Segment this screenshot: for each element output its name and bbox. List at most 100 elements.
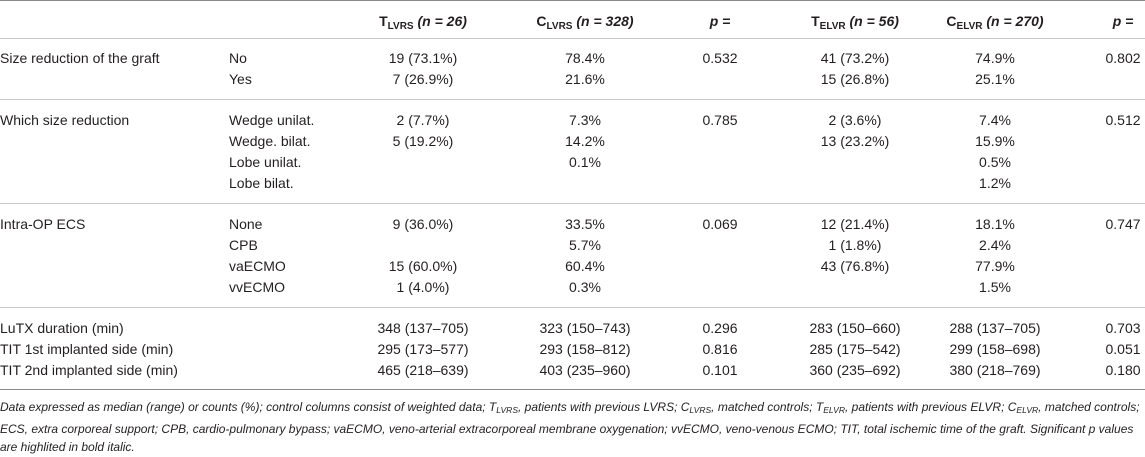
table-bottom-rule [0,389,1145,390]
cell-c-lvrs: 0.1% [569,154,601,170]
row-label: Which size reduction [0,112,130,128]
cell-c-lvrs: 403 (235–960) [539,362,631,378]
footnote-subscript: ELVR [823,405,845,415]
header-rule [0,38,1145,39]
group-rule-which-reduction [0,203,1145,204]
cell-c-elvr: 74.9% [975,50,1015,66]
footnote-subscript: ELVR [1016,405,1039,415]
cell-t-lvrs: 7 (26.9%) [392,71,454,87]
cell-c-elvr: 15.9% [975,133,1015,149]
cell-t-lvrs: 348 (137–705) [377,320,469,336]
row-sublabel: Wedge unilat. [229,112,315,128]
cell-c-elvr: 7.4% [979,112,1011,128]
row-label: TIT 2nd implanted side (min) [0,362,178,378]
cell-c-elvr: 1.5% [979,279,1011,295]
footnote-subscript: LVRS [496,405,518,415]
cell-c-lvrs: 7.3% [569,112,601,128]
table-top-rule [0,0,1145,1]
header-t-lvrs: TLVRS (n = 26) [379,13,467,32]
cell-t-elvr: 283 (150–660) [809,320,901,336]
cell-t-lvrs: 465 (218–639) [377,362,469,378]
cell-t-elvr: 285 (175–542) [809,341,901,357]
row-sublabel: Lobe unilat. [229,154,302,170]
cell-p-lvrs: 0.296 [702,320,738,336]
cell-c-lvrs: 33.5% [565,216,605,232]
cell-t-elvr: 15 (26.8%) [820,71,890,87]
cell-t-elvr: 1 (1.8%) [828,237,882,253]
footnote-text: , matched controls; [711,400,816,414]
footnote-text: , patients with previous ELVR; [844,400,1008,414]
cell-p-elvr: 0.512 [1105,112,1141,128]
row-sublabel: Yes [229,71,252,87]
cell-c-lvrs: 323 (150–743) [539,320,631,336]
cell-c-elvr: 0.5% [979,154,1011,170]
cell-p-lvrs: 0.816 [702,341,738,357]
header-c-lvrs: CLVRS (n = 328) [536,13,634,32]
cell-t-lvrs: 19 (73.1%) [388,50,458,66]
cell-c-lvrs: 0.3% [569,279,601,295]
row-label: LuTX duration (min) [0,320,124,336]
cell-t-lvrs: 15 (60.0%) [388,258,458,274]
cell-t-lvrs: 2 (7.7%) [396,112,450,128]
cell-p-elvr: 0.747 [1105,216,1141,232]
row-sublabel: vvECMO [229,279,285,295]
cell-c-elvr: 18.1% [975,216,1015,232]
footnote-text: C [1007,400,1017,414]
cell-c-elvr: 380 (218–769) [949,362,1041,378]
header-t-elvr: TELVR (n = 56) [811,13,899,32]
cell-c-elvr: 2.4% [979,237,1011,253]
cell-t-lvrs: 9 (36.0%) [392,216,454,232]
row-sublabel: Lobe bilat. [229,175,294,191]
cell-c-elvr: 1.2% [979,175,1011,191]
cell-t-elvr: 13 (23.2%) [820,133,890,149]
header-c-elvr: CELVR (n = 270) [946,13,1044,32]
cell-p-lvrs: 0.785 [702,112,738,128]
cell-c-lvrs: 60.4% [565,258,605,274]
header-p-lvrs: p = [709,13,731,29]
row-sublabel: Wedge. bilat. [229,133,311,149]
cell-p-elvr: 0.180 [1105,362,1141,378]
data-table: TLVRS (n = 26) CLVRS (n = 328) p = TELVR… [0,0,1145,390]
cell-t-elvr: 2 (3.6%) [828,112,882,128]
footnote-text: C [680,400,690,414]
cell-t-lvrs: 1 (4.0%) [396,279,450,295]
cell-t-elvr: 41 (73.2%) [820,50,890,66]
cell-c-elvr: 299 (158–698) [949,341,1041,357]
cell-c-lvrs: 14.2% [565,133,605,149]
footnote-text: T [815,400,824,414]
row-label: TIT 1st implanted side (min) [0,341,174,357]
cell-p-lvrs: 0.101 [702,362,738,378]
cell-p-elvr: 0.802 [1105,50,1141,66]
row-sublabel: CPB [229,237,258,253]
table-footnote: Data expressed as median (range) or coun… [0,398,1140,457]
cell-p-elvr: 0.703 [1105,320,1141,336]
cell-p-elvr: 0.051 [1105,341,1141,357]
footnote-text: T [488,400,497,414]
group-rule-ecs [0,307,1145,308]
header-p-elvr: p = [1112,13,1134,29]
cell-t-elvr: 43 (76.8%) [820,258,890,274]
cell-c-lvrs: 5.7% [569,237,601,253]
cell-t-elvr: 360 (235–692) [809,362,901,378]
cell-t-lvrs: 295 (173–577) [377,341,469,357]
row-sublabel: None [229,216,263,232]
row-label: Intra-OP ECS [0,216,86,232]
row-label: Size reduction of the graft [0,50,160,66]
cell-c-elvr: 288 (137–705) [949,320,1041,336]
cell-c-elvr: 77.9% [975,258,1015,274]
cell-t-elvr: 12 (21.4%) [820,216,890,232]
row-sublabel: No [229,50,247,66]
footnote-text: , patients with previous LVRS; [518,400,681,414]
group-rule-size-reduction [0,99,1145,100]
footnote-subscript: LVRS [689,405,712,415]
cell-c-lvrs: 78.4% [565,50,605,66]
footnote-text: Data expressed as median (range) or coun… [0,400,489,414]
cell-c-lvrs: 21.6% [565,71,605,87]
cell-c-elvr: 25.1% [975,71,1015,87]
footnote-text: , matched controls; ECS, extra corporeal… [0,400,1140,454]
row-sublabel: vaECMO [229,258,286,274]
cell-p-lvrs: 0.069 [702,216,738,232]
cell-p-lvrs: 0.532 [702,50,738,66]
cell-t-lvrs: 5 (19.2%) [392,133,454,149]
cell-c-lvrs: 293 (158–812) [539,341,631,357]
